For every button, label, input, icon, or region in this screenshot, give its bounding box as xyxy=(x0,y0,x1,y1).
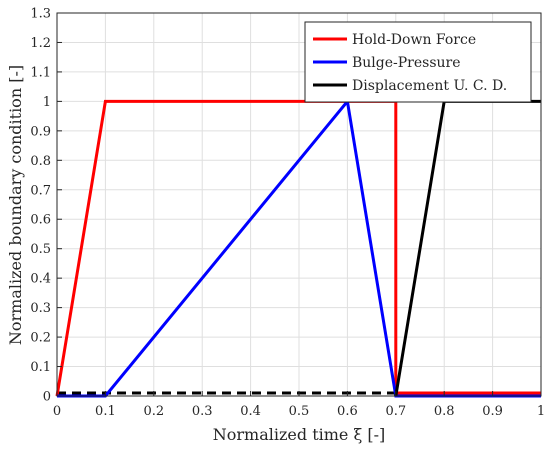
x-tick-label: 0.2 xyxy=(143,404,164,419)
x-tick-label: 0.3 xyxy=(192,404,213,419)
x-tick-label: 0.4 xyxy=(240,404,261,419)
y-tick-label: 0.5 xyxy=(30,242,51,257)
y-tick-label: 0.6 xyxy=(30,213,51,228)
y-tick-label: 0.8 xyxy=(30,154,51,169)
x-tick-label: 0.8 xyxy=(434,404,455,419)
y-tick-label: 1.2 xyxy=(30,36,51,51)
legend-label: Hold-Down Force xyxy=(352,32,476,48)
x-tick-label: 0.1 xyxy=(95,404,116,419)
x-tick-label: 0.7 xyxy=(385,404,406,419)
x-axis-label: Normalized time ξ [-] xyxy=(213,425,386,444)
y-tick-label: 0.9 xyxy=(30,124,51,139)
y-tick-label: 0.3 xyxy=(30,301,51,316)
y-axis-label: Normalized boundary condition [-] xyxy=(6,65,25,345)
y-tick-label: 0.1 xyxy=(30,360,51,375)
x-tick-label: 0 xyxy=(53,404,61,419)
x-tick-label: 0.9 xyxy=(482,404,503,419)
y-axis-ticks: 0 0.1 0.2 0.3 0.4 0.5 0.6 0.7 0.8 0.9 1 1.1 1.2 1.3 xyxy=(30,7,62,405)
x-tick-label: 1 xyxy=(537,404,545,419)
y-tick-label: 1.3 xyxy=(30,7,51,22)
x-axis-ticks: 0 0.1 0.2 0.3 0.4 0.5 0.6 0.7 0.8 0.9 1 xyxy=(53,391,545,419)
x-tick-label: 0.6 xyxy=(337,404,358,419)
y-tick-label: 1.1 xyxy=(30,65,51,80)
y-tick-label: 0.2 xyxy=(30,331,51,346)
y-tick-label: 1 xyxy=(43,95,51,110)
legend: Hold-Down Force Bulge-Pressure Displacemen… xyxy=(304,21,532,103)
legend-label: Bulge-Pressure xyxy=(352,55,461,71)
y-tick-label: 0.7 xyxy=(30,183,51,198)
y-tick-label: 0.4 xyxy=(30,272,51,287)
y-tick-label: 0 xyxy=(43,390,51,405)
legend-label: Displacement U. C. D. xyxy=(352,78,507,94)
x-tick-label: 0.5 xyxy=(289,404,310,419)
